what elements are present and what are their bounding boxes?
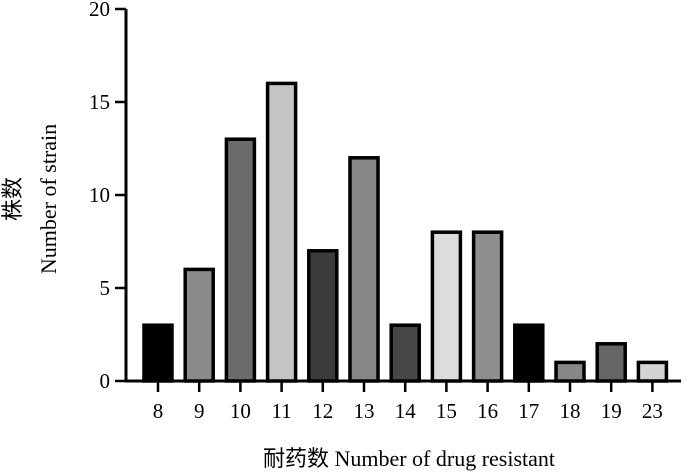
x-tick-label: 11 [271,399,291,423]
x-tick-label: 9 [194,399,205,423]
bar-12 [307,249,339,383]
x-tick-label: 13 [354,399,375,423]
x-tick-label: 8 [153,399,164,423]
bar-10 [224,137,257,383]
bar-13 [348,156,380,383]
x-tick-label: 16 [477,399,498,423]
y-axis-title: Number of strain [36,124,61,274]
x-tick-label: 18 [560,399,581,423]
x-tick-label: 23 [642,399,663,423]
y-tick-label: 0 [100,369,111,393]
y-tick-label: 10 [89,183,110,207]
y-tick-label: 5 [100,276,111,300]
y-tick-label: 15 [89,90,110,114]
y-axis-ticks: 0 5 10 15 20 [89,0,126,393]
bar-17 [513,323,545,383]
x-tick-label: 14 [395,399,417,423]
x-tick-label: 12 [312,399,333,423]
x-tick-label: 19 [601,399,622,423]
bar-18 [554,360,586,383]
bar-series [142,81,669,383]
bar-15 [430,230,463,383]
bar-16 [471,230,504,383]
x-tick-label: 17 [518,399,539,423]
bar-23 [636,360,669,383]
y-tick-label: 20 [89,0,110,21]
x-axis-ticks: 8 9 10 11 12 13 14 15 16 17 18 19 23 [153,381,663,423]
x-tick-label: 15 [436,399,457,423]
x-axis-title: 耐药数 Number of drug resistant [263,446,555,471]
bar-14 [389,323,421,383]
bar-8 [142,323,174,383]
bar-11 [265,81,298,383]
bar-19 [595,342,627,383]
x-tick-label: 10 [230,399,251,423]
bar-9 [183,267,215,383]
y-axis-title-chinese: 株数 [0,177,25,221]
